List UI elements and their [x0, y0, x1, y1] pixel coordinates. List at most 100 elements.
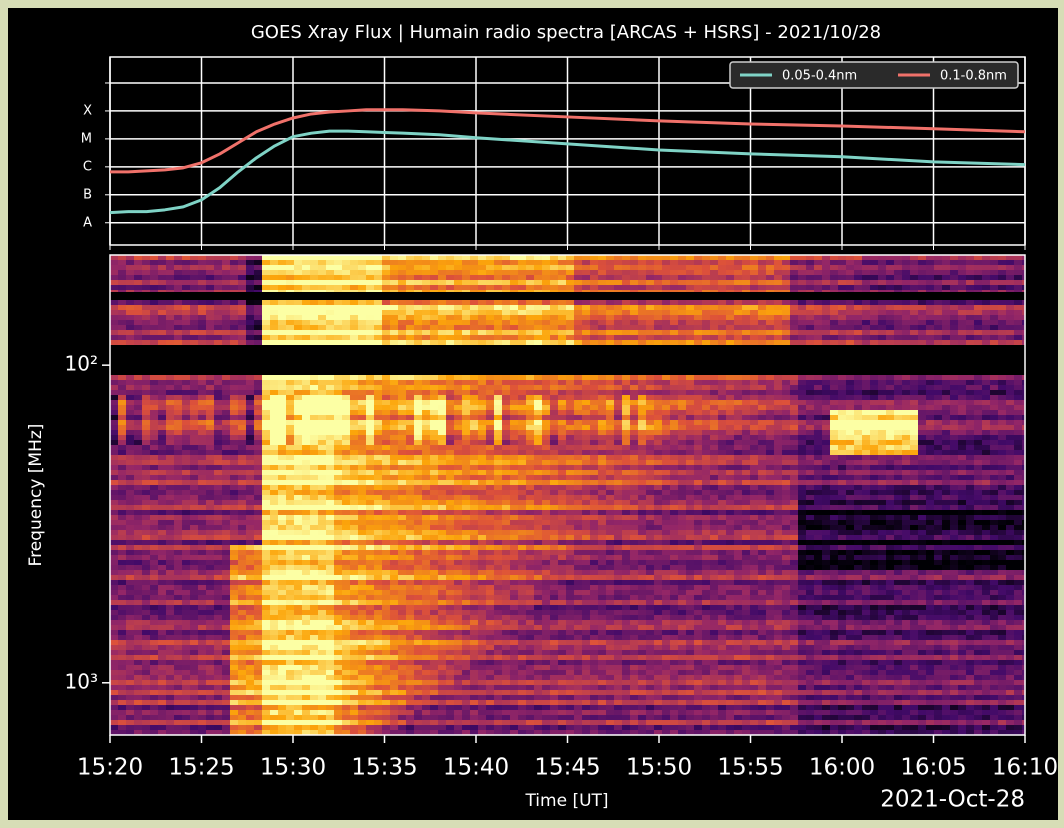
spectrogram-cell: [694, 265, 703, 271]
spectrogram-cell: [854, 260, 863, 266]
spectrogram-cell: [182, 420, 191, 426]
spectrogram-cell: [214, 445, 223, 451]
spectrogram-cell: [142, 430, 151, 436]
spectrogram-cell: [358, 405, 367, 411]
spectrogram-cell: [958, 435, 967, 441]
spectrogram-cell: [566, 275, 575, 281]
spectrogram-cell: [1006, 465, 1015, 471]
spectrogram-cell: [438, 465, 447, 471]
spectrogram-cell: [758, 320, 767, 326]
spectrogram-cell: [942, 410, 951, 416]
spectrogram-cell: [902, 440, 911, 446]
spectrogram-cell: [790, 390, 799, 396]
spectrogram-cell: [654, 400, 663, 406]
spectrogram-cell: [918, 310, 927, 316]
spectrogram-cell: [726, 425, 735, 431]
spectrogram-cell: [198, 340, 207, 346]
spectrogram-cell: [462, 320, 471, 326]
spectrogram-cell: [478, 385, 487, 391]
spectrogram-cell: [670, 380, 679, 386]
spectrogram-cell: [670, 270, 679, 276]
spectrogram-cell: [838, 340, 847, 346]
spectrogram-cell: [638, 380, 647, 386]
spectrogram-cell: [734, 330, 743, 336]
spectrogram-cell: [150, 430, 159, 436]
spectrogram-cell: [830, 255, 839, 261]
spectrogram-cell: [174, 420, 183, 426]
spectrogram-cell: [262, 325, 271, 331]
spectrogram-cell: [678, 385, 687, 391]
spectrogram-cell: [382, 470, 391, 476]
spectrogram-cell: [614, 390, 623, 396]
spectrogram-cell: [422, 410, 431, 416]
spectrogram-cell: [966, 430, 975, 436]
spectrogram-cell: [470, 300, 479, 306]
spectrogram-cell: [166, 300, 175, 306]
spectrogram-cell: [566, 375, 575, 381]
spectrogram-cell: [982, 320, 991, 326]
spectrogram-cell: [190, 415, 199, 421]
spectrogram-cell: [502, 305, 511, 311]
spectrogram-cell: [742, 280, 751, 286]
spectrogram-cell: [662, 325, 671, 331]
spectrogram-cell: [190, 390, 199, 396]
spectrogram-cell: [390, 255, 399, 261]
spectrogram-cell: [814, 410, 823, 416]
spectrogram-cell: [358, 275, 367, 281]
spectrogram-cell: [838, 255, 847, 261]
spectrogram-cell: [134, 425, 143, 431]
spectrogram-cell: [798, 415, 807, 421]
spectrogram-cell: [598, 380, 607, 386]
spectrogram-cell: [574, 330, 583, 336]
spectrogram-cell: [950, 330, 959, 336]
spectrogram-cell: [734, 310, 743, 316]
spectrogram-cell: [478, 325, 487, 331]
spectrogram-cell: [886, 420, 895, 426]
spectrogram-cell: [734, 260, 743, 266]
spectrogram-cell: [782, 305, 791, 311]
spectrogram-cell: [910, 460, 919, 466]
spectrogram-cell: [830, 265, 839, 271]
spectrogram-cell: [134, 335, 143, 341]
spectrogram-cell: [878, 425, 887, 431]
spectrogram-cell: [302, 415, 311, 421]
spectrogram-cell: [862, 390, 871, 396]
spectrogram-cell: [190, 470, 199, 476]
spectrogram-cell: [398, 400, 407, 406]
spectrogram-cell: [702, 330, 711, 336]
spectrogram-cell: [726, 320, 735, 326]
spectrogram-cell: [334, 385, 343, 391]
spectrogram-cell: [654, 425, 663, 431]
spectrogram-cell: [718, 450, 727, 456]
spectrogram-cell: [758, 325, 767, 331]
spectrogram-cell: [406, 275, 415, 281]
spectrogram-cell: [854, 465, 863, 471]
spectrogram-cell: [830, 310, 839, 316]
spectrogram-cell: [486, 410, 495, 416]
spectrogram-cell: [502, 390, 511, 396]
spectrogram-cell: [790, 455, 799, 461]
spectrogram-cell: [118, 265, 127, 271]
spectrogram-cell: [902, 330, 911, 336]
spectrogram-cell: [678, 270, 687, 276]
spectrogram-cell: [590, 430, 599, 436]
spectrogram-cell: [262, 410, 271, 416]
spectrogram-cell: [662, 305, 671, 311]
spectrogram-cell: [358, 380, 367, 386]
spectrogram-cell: [190, 285, 199, 291]
spectrogram-cell: [750, 300, 759, 306]
spectrogram-cell: [422, 255, 431, 261]
spectrogram-cell: [670, 375, 679, 381]
spectrogram-cell: [158, 375, 167, 381]
spectrogram-cell: [822, 310, 831, 316]
spectrogram-cell: [822, 300, 831, 306]
spectrogram-cell: [758, 400, 767, 406]
spectrogram-cell: [942, 330, 951, 336]
spectrogram-cell: [262, 385, 271, 391]
spectrogram-cell: [750, 265, 759, 271]
spectrogram-cell: [910, 330, 919, 336]
spectrogram-cell: [262, 330, 271, 336]
spectrogram-cell: [494, 455, 503, 461]
spectrogram-cell: [662, 275, 671, 281]
spectrogram-cell: [614, 285, 623, 291]
